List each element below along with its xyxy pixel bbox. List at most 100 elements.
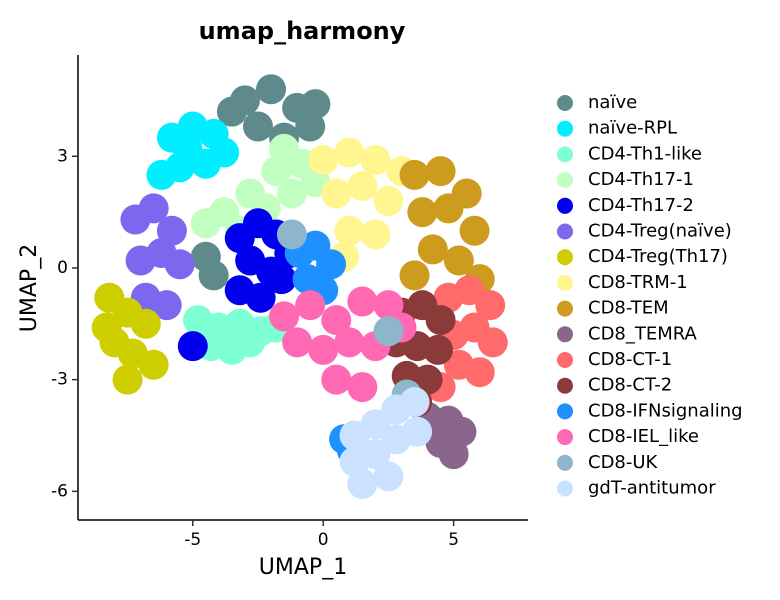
point — [235, 327, 266, 358]
chart-title: umap_harmony — [199, 17, 406, 45]
point — [269, 301, 300, 332]
point — [316, 249, 347, 280]
y-tick-label: -3 — [51, 370, 68, 390]
point — [438, 439, 469, 470]
point — [276, 178, 307, 209]
legend-label: CD8-IEL_like — [588, 426, 699, 447]
point — [266, 264, 297, 295]
point — [423, 334, 453, 365]
point — [475, 290, 506, 321]
point — [373, 316, 404, 347]
point — [347, 372, 378, 403]
point — [373, 461, 404, 492]
point — [334, 215, 365, 246]
legend-label: gdT-antitumor — [588, 478, 716, 499]
legend-label: CD8_TEMRA — [588, 323, 698, 344]
legend-label: CD8-TRM-1 — [588, 272, 688, 293]
y-tick-label: 3 — [57, 146, 68, 166]
point — [276, 219, 307, 250]
point — [443, 245, 474, 276]
point — [91, 312, 122, 343]
point — [209, 137, 240, 168]
legend-label: CD4-Th17-1 — [588, 169, 694, 190]
point — [399, 159, 430, 190]
point — [360, 144, 391, 175]
point — [164, 249, 195, 280]
point — [138, 193, 169, 224]
point — [308, 144, 339, 175]
point — [198, 260, 229, 291]
point — [300, 89, 331, 120]
legend-swatch — [557, 454, 573, 471]
legend-label: CD4-Treg(Th17) — [588, 246, 728, 267]
point — [112, 364, 143, 395]
point — [417, 234, 448, 265]
legend-label: naïve-RPL — [588, 118, 677, 139]
point — [295, 290, 326, 321]
point — [282, 327, 313, 358]
legend-swatch — [557, 352, 573, 368]
point — [459, 215, 490, 246]
point — [321, 305, 352, 336]
point — [177, 331, 208, 362]
x-tick-label: 5 — [448, 530, 459, 550]
point — [334, 327, 365, 358]
point — [399, 260, 430, 291]
point — [433, 193, 464, 224]
y-tick-label: 0 — [57, 258, 68, 278]
legend-swatch — [557, 403, 573, 420]
legend-swatch — [557, 95, 573, 111]
legend-label: CD4-Th1-like — [588, 143, 702, 164]
point — [464, 357, 495, 388]
point — [425, 156, 456, 187]
y-axis-title: UMAP_2 — [17, 244, 42, 332]
point — [407, 197, 438, 228]
legend-label: CD8-UK — [588, 452, 659, 473]
point — [399, 386, 430, 417]
legend-swatch — [557, 197, 573, 214]
point — [130, 308, 161, 339]
legend-swatch — [557, 429, 573, 446]
point — [360, 409, 391, 440]
point — [412, 364, 443, 395]
legend-label: CD8-CT-1 — [588, 349, 672, 370]
legend-swatch — [557, 377, 573, 394]
x-axis-title: UMAP_1 — [259, 555, 347, 580]
legend-swatch — [557, 172, 573, 189]
legend-swatch — [557, 120, 573, 137]
point — [151, 290, 182, 321]
legend-swatch — [557, 480, 573, 497]
legend-swatch — [557, 300, 573, 317]
y-tick-label: -6 — [51, 481, 68, 501]
point — [190, 208, 221, 239]
point — [269, 133, 300, 164]
point — [156, 215, 187, 246]
point — [172, 133, 203, 164]
point — [360, 219, 391, 250]
legend-label: CD4-Treg(naïve) — [588, 221, 732, 242]
point — [360, 439, 391, 470]
legend-swatch — [557, 274, 573, 291]
legend-swatch — [557, 223, 573, 240]
point — [425, 305, 456, 336]
legend-label: naïve — [588, 92, 637, 113]
point — [477, 327, 508, 358]
point — [373, 290, 404, 321]
legend-label: CD8-CT-2 — [588, 375, 672, 396]
point — [256, 74, 287, 105]
point — [138, 349, 169, 380]
point — [454, 275, 485, 306]
point — [295, 111, 326, 142]
legend-label: CD4-Th17-2 — [588, 195, 694, 216]
point — [216, 96, 247, 127]
point — [243, 111, 273, 142]
point — [373, 185, 404, 216]
point — [347, 468, 378, 499]
legend-swatch — [557, 146, 573, 163]
point — [402, 416, 433, 447]
point — [308, 334, 339, 365]
point — [321, 364, 352, 395]
point — [245, 282, 276, 313]
legend-label: CD8-TEM — [588, 298, 669, 319]
